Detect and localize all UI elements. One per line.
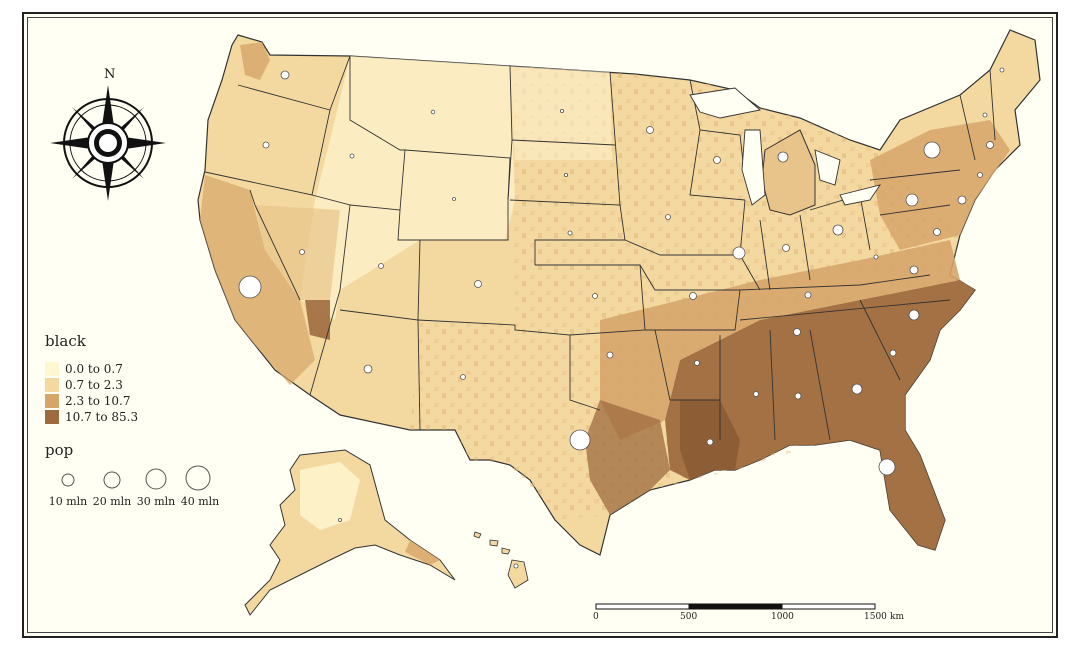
pop-legend-circles [61, 465, 211, 491]
legend-swatch-1 [45, 362, 59, 376]
pop-circle-md [933, 228, 941, 236]
pop-legend-circle-20 [103, 471, 121, 489]
pop-circle-hi [513, 563, 519, 569]
pop-circle-sd [564, 172, 569, 177]
pop-circle-nv [299, 249, 305, 255]
pop-circle-in [782, 244, 790, 252]
pop-circle-id [349, 153, 355, 159]
legend-class-4: 10.7 to 85.3 [45, 410, 138, 424]
pop-circle-wa [280, 70, 290, 80]
pop-circle-ma [986, 141, 994, 149]
pop-circle-il [732, 246, 746, 260]
pop-circle-ky [804, 291, 812, 299]
pop-circle-va [909, 265, 919, 275]
hawaii [473, 531, 529, 589]
pop-circle-ok [606, 351, 614, 359]
pop-circle-nh [982, 112, 988, 118]
scale-unit: km [890, 612, 904, 622]
pop-circle-wy [452, 197, 456, 201]
legend-class-1: 0.0 to 0.7 [45, 362, 123, 376]
pop-legend-circle-40 [185, 465, 211, 491]
pop-legend-label-40: 40 mln [180, 495, 220, 508]
pop-circle-nd [560, 109, 565, 114]
legend-class-2: 0.7 to 2.3 [45, 378, 123, 392]
pop-legend-circle-10 [61, 473, 75, 487]
pop-circle-ut [378, 263, 384, 269]
great-lakes [689, 87, 882, 206]
pop-circle-mi [777, 151, 789, 163]
pop-circle-me [999, 67, 1005, 73]
pop-circle-az [363, 364, 373, 374]
pop-circle-nm [460, 374, 466, 380]
scale-tick-1500: 1500 [864, 612, 887, 622]
legend-label-4: 10.7 to 85.3 [65, 410, 139, 424]
alaska [244, 449, 456, 616]
choropleth-regions [200, 42, 1010, 550]
pop-legend-label-20: 20 mln [92, 495, 132, 508]
pop-circle-nj [957, 195, 967, 205]
pop-circle-oh [832, 224, 844, 236]
scale-bar [595, 603, 876, 610]
pop-circle-ct [977, 172, 983, 178]
pop-circle-pa [905, 193, 919, 207]
pop-circle-ga [851, 383, 863, 395]
pop-circle-ks [592, 293, 598, 299]
scale-tick-0: 0 [593, 612, 599, 622]
pop-circle-ne [567, 230, 573, 236]
pop-legend-label-10: 10 mln [48, 495, 88, 508]
north-label: N [104, 67, 116, 82]
legend-label-2: 0.7 to 2.3 [65, 378, 123, 392]
scale-tick-500: 500 [680, 612, 698, 622]
legend-black-title: black [45, 332, 86, 350]
legend-swatch-4 [45, 410, 59, 424]
state-borders [204, 55, 996, 441]
pop-circle-mo [689, 292, 697, 300]
pop-legend-circle-30 [145, 468, 167, 490]
legend-class-3: 2.3 to 10.7 [45, 394, 130, 408]
pop-circle-al [794, 392, 802, 400]
pop-circle-ny [923, 141, 941, 159]
pop-circle-ms [753, 391, 759, 397]
legend-swatch-3 [45, 394, 59, 408]
legend-label-1: 0.0 to 0.7 [65, 362, 123, 376]
pop-circle-la [706, 438, 714, 446]
pop-legend-label-30: 30 mln [136, 495, 176, 508]
pop-circle-tx [569, 429, 591, 451]
compass-rose-icon [50, 85, 166, 201]
pop-circle-co [474, 280, 482, 288]
legend-label-3: 2.3 to 10.7 [65, 394, 131, 408]
pop-circle-mn [646, 126, 654, 134]
pop-circle-ia [665, 214, 671, 220]
pop-circle-ar [694, 360, 700, 366]
pop-circle-ak [337, 518, 342, 523]
legend-pop-title: pop [45, 441, 74, 459]
pop-circle-ca [238, 275, 262, 299]
scale-tick-1000: 1000 [771, 612, 794, 622]
pop-circle-sc [889, 349, 897, 357]
pop-circle-nc [908, 309, 920, 321]
pop-circle-mt [430, 109, 436, 115]
pop-circle-or [262, 141, 270, 149]
legend-swatch-2 [45, 378, 59, 392]
population-circles [238, 67, 1005, 569]
pop-circle-tn [793, 328, 801, 336]
pop-circle-wi [713, 156, 721, 164]
pop-circle-wv [873, 254, 879, 260]
pop-circle-fl [878, 458, 896, 476]
